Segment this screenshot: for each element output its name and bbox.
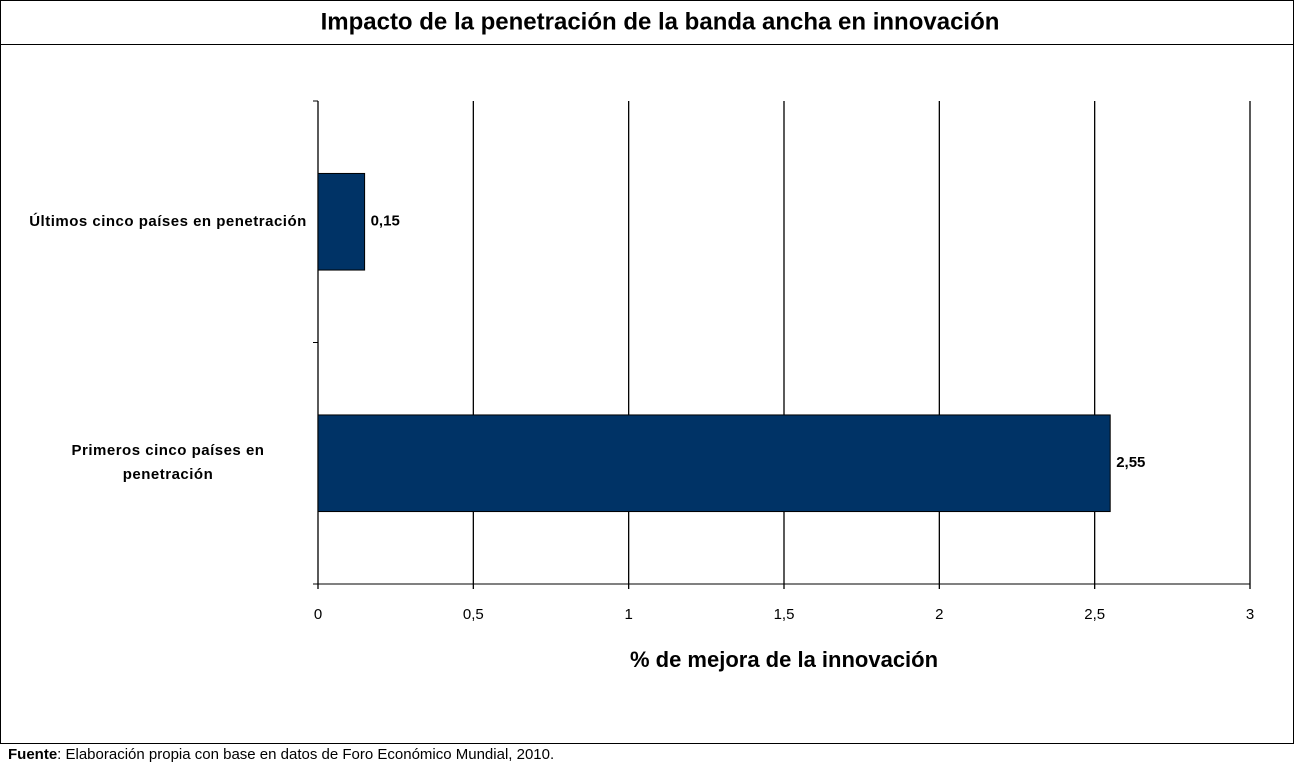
y-tick-label: Últimos cinco países en penetración <box>29 212 307 230</box>
source: Fuente: Elaboración propia con base en d… <box>8 746 554 763</box>
frame <box>0 0 1294 744</box>
x-tick-label: 1,5 <box>774 606 795 623</box>
data-label: 2,55 <box>1116 454 1145 471</box>
y-tick-label: Primeros cinco países en penetración <box>71 442 265 484</box>
source-text: : Elaboración propia con base en datos d… <box>57 746 555 763</box>
bar <box>317 414 1111 513</box>
x-tick-label: 2,5 <box>1084 606 1105 623</box>
x-axis-label: % de mejora de la innovación <box>630 647 938 672</box>
bar <box>317 172 366 271</box>
x-tick-label: 0,5 <box>463 606 484 623</box>
x-tick-label: 0 <box>314 606 322 623</box>
x-tick-label: 2 <box>935 606 943 623</box>
x-tick-label: 1 <box>624 606 632 623</box>
source-label: Fuente <box>8 746 58 763</box>
data-label: 0,15 <box>371 213 400 230</box>
chart-title: Impacto de la penetración de la banda an… <box>321 8 1000 35</box>
x-tick-label: 3 <box>1246 606 1254 623</box>
